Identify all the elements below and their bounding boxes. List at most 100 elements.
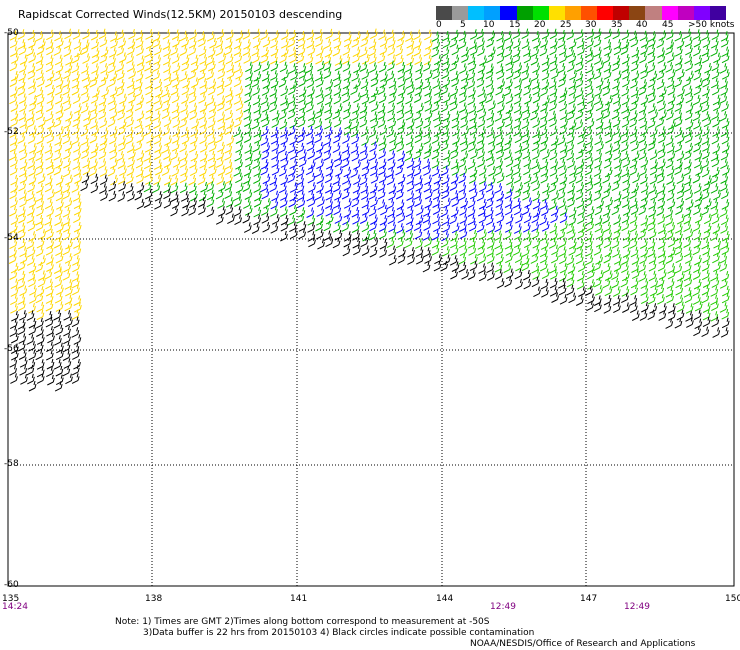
wind-barb [307,196,316,208]
wind-barb [486,36,494,48]
wind-barb [17,206,26,217]
wind-barb [153,54,161,66]
wind-barb [63,68,71,80]
wind-barb [639,52,647,64]
wind-barb [368,53,377,65]
wind-barb [666,165,675,177]
wind-barb [443,197,451,209]
wind-barb [477,62,486,74]
wind-barb [405,125,414,137]
wind-barb [629,30,637,42]
wind-barb [531,228,540,240]
wind-barb [631,46,640,58]
wind-barb [621,197,630,208]
wind-barb [612,116,621,128]
wind-barb [170,71,179,82]
wind-barb [612,125,620,137]
wind-barb [710,311,719,322]
wind-barb [162,29,171,40]
wind-barb [332,222,341,233]
wind-barb [567,190,575,201]
wind-barb [423,117,431,129]
wind-barb [441,30,450,42]
wind-barb [575,295,584,306]
wind-barb [413,148,422,160]
wind-barb [602,78,611,90]
wind-barb [251,76,260,88]
wind-barb [523,212,532,224]
wind-barb [17,278,26,289]
wind-barb [127,156,135,168]
wind-barb [586,220,594,232]
wind-barb [316,173,325,184]
wind-barb [56,199,64,210]
wind-barb [665,229,674,240]
wind-barb [72,93,81,105]
wind-barb [252,28,261,40]
wind-barb [557,134,566,146]
wind-barb [314,189,323,201]
wind-barb [45,76,53,88]
wind-barb [711,156,720,168]
wind-barb [388,117,397,129]
wind-barb [630,78,638,89]
wind-barb [9,326,18,337]
wind-barb [656,78,665,90]
wind-barb [674,244,683,256]
wind-barb [333,76,342,88]
wind-barb [586,37,594,49]
wind-barb [459,63,467,74]
wind-barb [702,229,711,240]
wind-barb [622,230,631,241]
wind-barb [269,86,278,97]
wind-barb [476,140,485,151]
wind-barb [477,86,486,98]
wind-barb [378,164,386,176]
wind-barb [191,118,199,130]
wind-barb [17,238,26,250]
wind-barb [134,140,143,152]
lon-label: 147 [580,594,598,604]
wind-barb [530,109,538,121]
wind-barb [334,156,343,168]
wind-barb [270,198,279,210]
wind-barb [530,173,539,185]
wind-barb [719,302,728,313]
wind-barb [134,79,143,90]
wind-barb [630,86,639,98]
wind-barb [36,286,45,297]
wind-barb [145,84,153,96]
wind-barb [323,60,332,71]
wind-barb [512,197,521,209]
credit: NOAA/NESDIS/Office of Research and Appli… [470,639,696,649]
wind-barb [468,103,477,114]
wind-barb [369,182,378,194]
wind-barb [432,197,441,208]
wind-barb [108,180,117,192]
wind-barb [695,191,703,202]
wind-barb [512,28,521,40]
wind-barb [710,198,719,210]
lon-label: 144 [436,594,454,604]
wind-barb [512,164,521,176]
wind-barb [144,167,152,178]
wind-barb [558,284,567,296]
wind-barb [441,46,450,58]
wind-barb [28,150,37,161]
wind-barb [289,228,298,240]
wind-barb [720,173,729,184]
wind-barb [71,364,80,376]
wind-barb [98,101,107,113]
wind-barb [613,254,622,265]
wind-barb [469,188,478,200]
wind-barb [99,140,107,152]
wind-barb [324,86,333,98]
wind-barb [568,38,577,50]
wind-barb [549,149,558,161]
wind-barb [333,30,341,42]
wind-barb [433,221,441,233]
wind-barb [389,85,397,96]
wind-barb [702,302,711,313]
wind-barb [72,29,81,40]
wind-barb [405,214,414,226]
